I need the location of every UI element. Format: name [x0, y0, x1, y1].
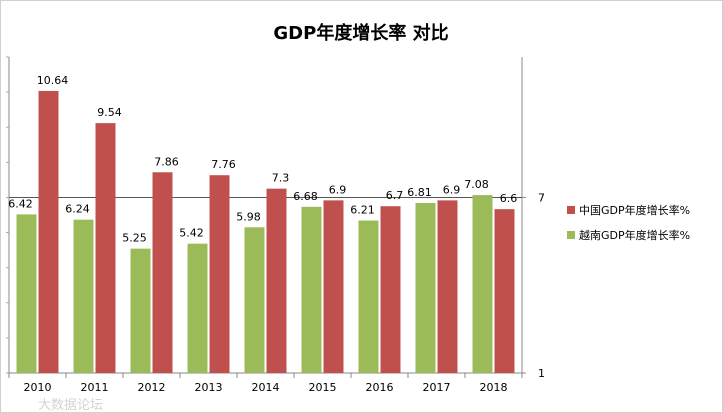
bar-china-2013: [209, 175, 230, 373]
data-label: 5.42: [179, 227, 204, 240]
x-tick-label: 2017: [423, 381, 451, 394]
bar-china-2018: [494, 209, 515, 373]
bar-china-2016: [380, 206, 401, 373]
data-label: 6.9: [443, 183, 461, 196]
x-tick-label: 2010: [24, 381, 52, 394]
chart-title: GDP年度增长率 对比: [273, 22, 448, 44]
bar-vietnam-2018: [472, 195, 493, 373]
bar-vietnam-2010: [16, 214, 37, 373]
data-label: 6.81: [407, 186, 432, 199]
x-tick-label: 2011: [81, 381, 109, 394]
legend-label: 中国GDP年度增长率%: [579, 203, 690, 217]
watermark-text: 大数据论坛: [38, 398, 103, 413]
data-label: 6.9: [329, 183, 347, 196]
data-label: 5.25: [122, 232, 147, 245]
data-label: 10.64: [37, 74, 69, 87]
x-tick-label: 2018: [480, 381, 508, 394]
bars-group: [16, 90, 515, 374]
bar-vietnam-2013: [187, 243, 208, 373]
watermark: 大数据论坛: [38, 398, 103, 413]
data-labels-group: 6.42 6.24 5.25 5.42 5.98 6.68 6.21 6.81 7.08 10.6…: [8, 74, 517, 245]
bar-vietnam-2014: [244, 227, 265, 373]
data-label: 6.24: [65, 203, 90, 216]
x-tick-label: 2012: [138, 381, 166, 394]
x-tick-label: 2016: [366, 381, 394, 394]
x-tick-label: 2014: [252, 381, 280, 394]
data-label: 6.6: [500, 192, 518, 205]
bar-vietnam-2016: [358, 220, 379, 373]
data-label: 6.42: [8, 197, 33, 210]
data-label: 6.21: [350, 204, 375, 217]
legend-label: 越南GDP年度增长率%: [579, 228, 690, 242]
data-label: 7.08: [464, 178, 489, 191]
bar-china-2015: [323, 200, 344, 373]
legend-swatch: [567, 231, 575, 239]
bar-vietnam-2011: [73, 219, 94, 373]
data-label: 7.76: [211, 158, 236, 171]
y-tick-label: 1: [538, 367, 545, 380]
bar-vietnam-2017: [415, 203, 436, 373]
bar-vietnam-2012: [130, 248, 151, 373]
data-label: 7.86: [154, 155, 179, 168]
legend-swatch: [567, 206, 575, 214]
axes-group: 7 1 2010 2011 2012 2013 2014 2015 2016 2017 2018: [6, 56, 545, 394]
data-label: 9.54: [97, 106, 122, 119]
bar-vietnam-2015: [301, 206, 322, 373]
legend: 中国GDP年度增长率% 越南GDP年度增长率%: [567, 203, 690, 242]
bar-china-2011: [95, 123, 116, 374]
data-label: 6.68: [293, 190, 318, 203]
data-label: 5.98: [236, 210, 261, 223]
y-tick-label: 7: [538, 191, 545, 204]
data-label: 7.3: [272, 172, 290, 185]
x-tick-label: 2013: [195, 381, 223, 394]
x-tick-label: 2015: [309, 381, 337, 394]
bar-china-2012: [152, 172, 173, 373]
bar-china-2017: [437, 200, 458, 373]
bar-china-2014: [266, 188, 287, 373]
data-label: 6.7: [386, 189, 404, 202]
bar-china-2010: [38, 90, 59, 374]
